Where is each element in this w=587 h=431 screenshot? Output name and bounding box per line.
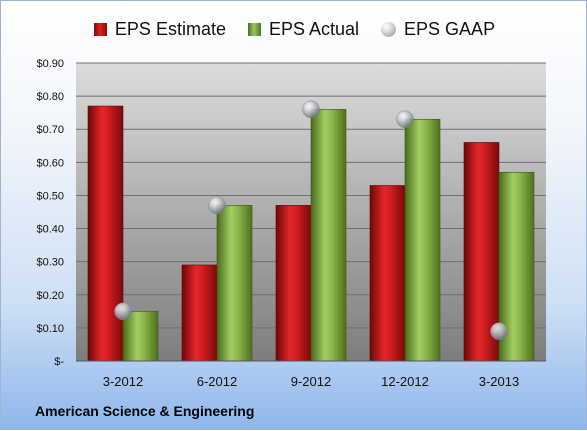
bar-eps-actual	[404, 118, 441, 362]
y-tick-label: $0.20	[36, 290, 64, 302]
bar-eps-estimate	[275, 205, 312, 362]
y-tick-label: $0.50	[36, 190, 64, 202]
x-tick-label: 3-2013	[479, 374, 519, 389]
x-tick-label: 12-2012	[381, 374, 429, 389]
bar-eps-estimate	[463, 142, 500, 362]
legend-swatch-estimate	[93, 22, 107, 36]
y-tick-label: $0.70	[36, 124, 64, 136]
x-tick-label: 9-2012	[291, 374, 331, 389]
point-eps-gaap	[490, 322, 508, 340]
legend-item-gaap: EPS GAAP	[381, 19, 495, 40]
y-tick-label: $0.30	[36, 257, 64, 269]
legend-item-estimate: EPS Estimate	[93, 18, 226, 40]
company-name: American Science & Engineering	[35, 403, 255, 419]
x-tick-label: 6-2012	[197, 374, 237, 389]
y-tick-label: $-	[54, 356, 64, 368]
legend-label-estimate: EPS Estimate	[114, 18, 226, 39]
legend-item-actual: EPS Actual	[247, 18, 360, 40]
chart-legend: EPS Estimate EPS Actual EPS GAAP	[1, 15, 587, 43]
point-eps-gaap	[302, 100, 320, 119]
legend-label-gaap: EPS GAAP	[404, 18, 496, 39]
y-tick-label: $0.80	[36, 91, 64, 103]
legend-label-actual: EPS Actual	[268, 18, 360, 39]
y-tick-label: $0.60	[36, 157, 64, 169]
bar-eps-actual	[310, 109, 347, 362]
bar-eps-estimate	[181, 264, 218, 362]
bar-eps-estimate	[369, 185, 406, 362]
point-eps-gaap	[208, 196, 226, 215]
x-tick-label: 3-2012	[103, 374, 143, 389]
legend-swatch-gaap	[381, 21, 397, 37]
legend-swatch-actual	[247, 22, 261, 36]
bar-eps-actual	[122, 311, 159, 362]
point-eps-gaap	[114, 302, 132, 321]
point-eps-gaap	[396, 110, 414, 129]
y-tick-label: $0.10	[36, 323, 64, 335]
y-tick-label: $0.90	[36, 58, 64, 70]
bar-eps-estimate	[87, 105, 124, 362]
bar-eps-actual	[216, 205, 253, 362]
y-tick-label: $0.40	[36, 224, 64, 236]
